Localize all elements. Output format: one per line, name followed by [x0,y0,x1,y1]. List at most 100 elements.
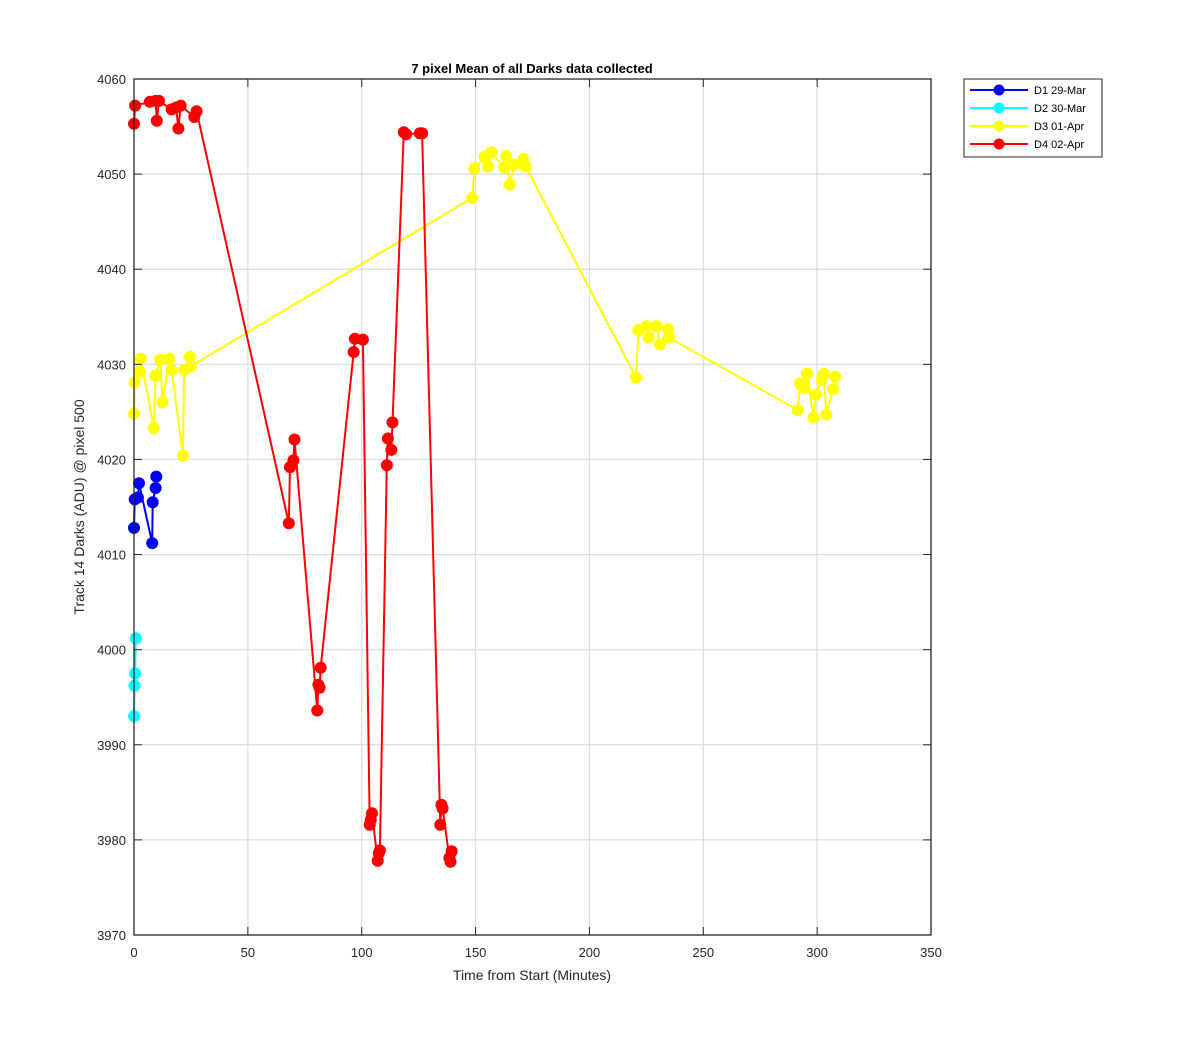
data-point [400,128,413,141]
y-tick-label: 3980 [97,833,126,848]
data-point [287,454,300,467]
y-tick-label: 4000 [97,643,126,658]
grid-layer [134,79,931,935]
x-tick-label: 200 [579,945,601,960]
data-point [149,369,162,382]
data-point [416,127,429,140]
data-point [519,160,532,173]
data-point [184,360,197,373]
data-point [807,411,820,424]
data-point [311,704,324,717]
data-point [663,331,676,344]
data-point [444,855,457,868]
x-tick-label: 350 [920,945,942,960]
legend-label: D2 30-Mar [1034,103,1086,115]
data-point [128,376,141,389]
data-point [146,537,159,550]
data-point [134,352,147,365]
data-point [172,122,185,135]
y-tick-label: 4060 [97,72,126,87]
x-tick-label: 250 [692,945,714,960]
series-layer [128,94,842,868]
data-point [147,422,160,435]
data-point [150,470,163,483]
data-point [642,331,655,344]
legend-label: D4 02-Apr [1034,139,1084,151]
data-point [131,491,144,504]
data-point [800,367,813,380]
x-tick-label: 0 [130,945,137,960]
data-point [503,178,516,191]
data-point [468,162,481,175]
plot-area-background [134,79,931,935]
plot-area-frame [133,78,932,936]
data-point [133,365,146,378]
data-point [380,459,393,472]
data-point [500,150,513,162]
y-tick-label: 4030 [97,357,126,372]
data-point [810,388,822,401]
legend-swatch-marker [993,84,1005,96]
data-point [177,449,189,462]
data-point [829,370,842,383]
series-4 [128,94,458,868]
data-point [654,338,666,351]
data-point [156,396,169,409]
y-tick-label: 3970 [97,928,126,943]
data-point [373,844,386,857]
data-point [347,346,360,358]
data-point [508,158,521,171]
data-point [163,352,176,365]
data-point [466,191,479,204]
data-point [650,320,663,333]
y-tick-label: 3990 [97,738,126,753]
data-point [445,845,458,858]
data-point [165,364,178,376]
x-tick-label: 50 [241,945,255,960]
legend-swatch-marker [993,102,1005,114]
data-point [381,432,394,445]
tick-layer: 0 50 100 150 200 250 300 350 3970 3980 3990 4000 401… [97,72,942,960]
y-tick-label: 4020 [97,452,126,467]
data-point [149,482,162,494]
x-axis-label: Time from Start (Minutes) [453,967,611,983]
data-point [640,320,653,333]
data-point [356,333,369,346]
data-point [434,818,447,831]
data-point [818,367,830,380]
data-point [498,161,510,174]
data-point [313,681,326,694]
legend-item: D1 29-Mar [970,84,1086,97]
y-tick-label: 4010 [97,548,126,563]
data-point [153,94,165,107]
legend: D1 29-Mar D2 30-Mar D3 01-Apr D4 02-Apr [963,78,1103,158]
legend-item: D3 01-Apr [970,120,1084,133]
chart-title: 7 pixel Mean of all Darks data collected [411,61,652,76]
series-3 [128,146,842,462]
legend-label: D1 29-Mar [1034,85,1086,97]
data-point [150,114,163,127]
x-tick-label: 300 [806,945,828,960]
data-point [798,382,811,395]
data-point [791,404,804,416]
y-axis-label: Track 14 Darks (ADU) @ pixel 500 [71,399,87,614]
data-point [827,383,840,396]
y-tick-label: 4050 [97,167,126,182]
data-point [630,371,643,384]
data-point [485,146,498,159]
data-point [146,496,159,509]
data-point [314,661,327,674]
data-point [366,807,378,820]
data-point [129,667,142,680]
series-1 [128,470,163,550]
data-point [190,105,203,118]
data-point [133,477,145,490]
x-tick-label: 100 [351,945,373,960]
legend-swatch-marker [993,138,1005,150]
data-point [482,160,495,173]
data-point [436,802,449,815]
legend-label: D3 01-Apr [1034,121,1084,133]
data-point [129,99,142,112]
